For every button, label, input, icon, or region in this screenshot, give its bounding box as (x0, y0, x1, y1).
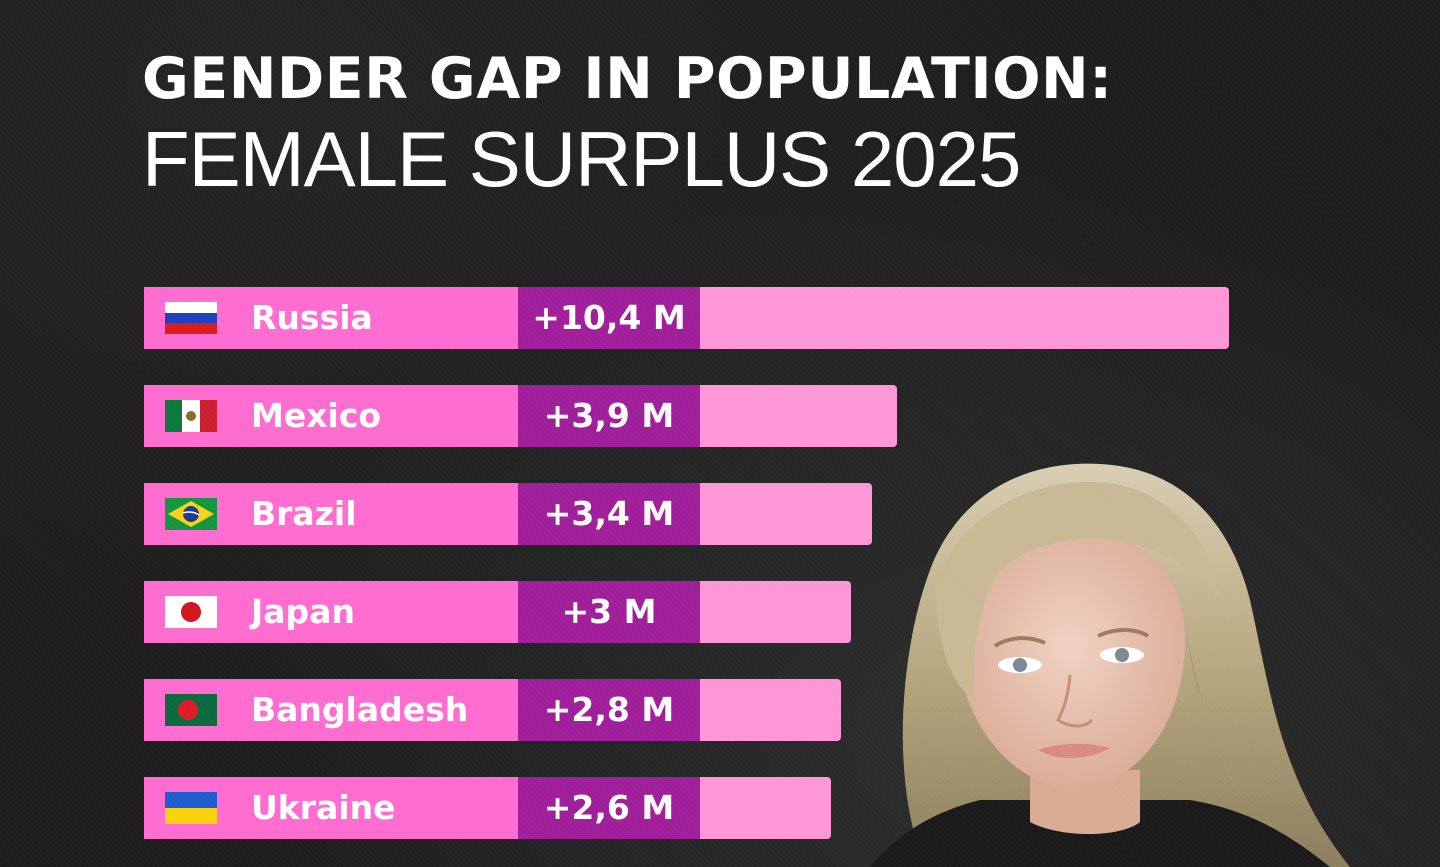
woman-portrait-image (870, 463, 1350, 867)
bar-chart: Russia +10,4 M Mexico +3,9 M Brazil +3,4 M Jap… (144, 287, 1244, 857)
data-label: +10,4 M (518, 287, 700, 349)
category-label: Bangladesh (251, 690, 469, 729)
japan-flag-icon (165, 596, 217, 628)
bar-label-segment: Brazil (144, 483, 518, 545)
bar-label-segment: Bangladesh (144, 679, 518, 741)
category-label: Japan (251, 592, 355, 631)
brazil-flag-icon (165, 498, 217, 530)
data-label: +3 M (518, 581, 700, 643)
bangladesh-flag-icon (165, 694, 217, 726)
russia-flag-icon (165, 302, 217, 334)
chart-title: GENDER GAP IN POPULATION: (142, 46, 1113, 112)
bar-label-segment: Japan (144, 581, 518, 643)
bar-label-segment: Mexico (144, 385, 518, 447)
bar-row: Russia +10,4 M (144, 287, 1229, 349)
data-label: +3,9 M (518, 385, 700, 447)
data-label: +2,8 M (518, 679, 700, 741)
bar-label-segment: Ukraine (144, 777, 518, 839)
bar-label-segment: Russia (144, 287, 518, 349)
category-label: Russia (251, 298, 373, 337)
chart-subtitle: FEMALE SURPLUS 2025 (142, 115, 1021, 203)
data-label: +2,6 M (518, 777, 700, 839)
category-label: Ukraine (251, 788, 396, 827)
bar-row: Ukraine +2,6 M (144, 777, 831, 839)
data-label: +3,4 M (518, 483, 700, 545)
ukraine-flag-icon (165, 792, 217, 824)
bar-row: Brazil +3,4 M (144, 483, 872, 545)
bar-row: Bangladesh +2,8 M (144, 679, 842, 741)
category-label: Brazil (251, 494, 357, 533)
category-label: Mexico (251, 396, 382, 435)
mexico-flag-icon (165, 400, 217, 432)
bar-row: Mexico +3,9 M (144, 385, 898, 447)
bar-row: Japan +3 M (144, 581, 852, 643)
title-block: GENDER GAP IN POPULATION: FEMALE SURPLUS… (142, 46, 1113, 206)
